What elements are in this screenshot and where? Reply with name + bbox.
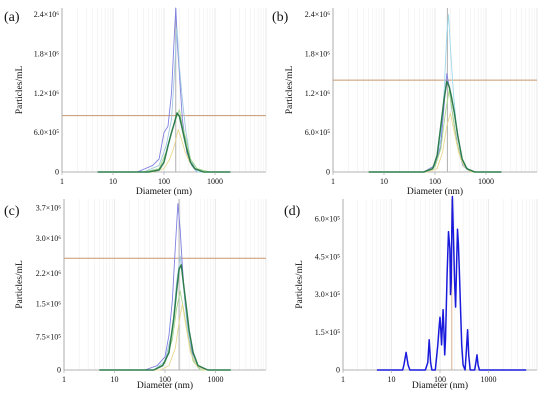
y-tick-label: 0 [326,168,330,177]
y-tick-label: 1.8×10⁶ [305,49,331,58]
x-tick-label: 10 [111,375,119,384]
series-line-1 [376,195,527,371]
x-tick-label: 1 [62,375,66,384]
y-tick-label: 1.5×10⁵ [315,328,341,337]
x-tick-label: 1000 [481,375,497,384]
x-tick-label: 100 [434,375,446,384]
y-tick-label: 1.2×10⁶ [305,89,331,98]
series-line-5 [368,80,502,173]
x-axis-title: Diameter (nm) [412,380,468,391]
chart-panel-d: 1 10 100 1000 0 1.5×10⁵ 3.0×10⁵ 4.5×10⁵ 6.0×10⁵ D… [284,195,538,391]
y-tick-label: 2.4×10⁶ [305,10,331,19]
x-tick-label: 1 [60,177,64,186]
x-tick-label: 10 [380,177,388,186]
x-tick-label: 1 [341,375,345,384]
y-tick-label: 3.7×10⁶ [36,203,62,212]
x-axis-title: Diameter (nm) [137,380,193,391]
x-tick-label: 100 [159,375,171,384]
y-axis-title: Particles/mL [15,260,25,309]
x-tick-label: 1000 [208,375,224,384]
y-tick-label: 0 [57,366,61,375]
y-tick-label: 1.5×10⁶ [36,300,62,309]
y-tick-label: 6.0×10⁵ [305,128,331,137]
x-tick-label: 10 [388,375,396,384]
y-tick-label: 3.0×10⁵ [315,290,341,299]
x-tick-label: 100 [429,177,441,186]
y-tick-label: 0 [55,168,59,177]
y-axis-title: Particles/mL [15,66,25,115]
series-line-4 [99,303,231,371]
y-tick-label: 6.0×10⁵ [315,215,341,224]
y-tick-label: 0 [336,366,340,375]
y-tick-label: 3.0×10⁶ [36,234,62,243]
x-tick-label: 10 [109,177,117,186]
series-line-5 [97,112,231,173]
x-tick-label: 1000 [478,177,494,186]
y-axis-title: Particles/mL [285,66,295,115]
y-tick-label: 7.5×10⁵ [36,333,62,342]
y-tick-label: 1.2×10⁶ [34,89,60,98]
y-tick-label: 4.5×10⁵ [315,252,341,261]
panel-label: (d) [284,204,301,219]
panel-label: (c) [4,204,20,219]
chart-panel-b: 1 10 100 1000 0 6.0×10⁵ 1.2×10⁶ 1.8×10⁶ 2.4×10⁶ D… [272,8,538,197]
series-line-5 [99,264,231,371]
panel-label: (a) [4,10,20,25]
x-tick-label: 100 [158,177,170,186]
chart-panel-c: 1 10 100 1000 0 7.5×10⁵ 1.5×10⁶ 2.2×10⁶ 3.0×10⁶ 3… [4,199,267,391]
x-tick-label: 1 [331,177,335,186]
y-tick-label: 2.2×10⁶ [36,269,62,278]
y-tick-label: 2.4×10⁶ [34,10,60,19]
y-tick-label: 6.0×10⁵ [34,128,60,137]
chart-panel-a: 1 10 100 1000 0 6.0×10⁵ 1.2×10⁶ 1.8×10⁶ 2.4×10⁶ D… [4,7,267,197]
y-axis-title: Particles/mL [295,260,305,309]
panel-label: (b) [272,10,289,25]
x-axis-title: Diameter (nm) [407,186,463,197]
y-tick-label: 1.8×10⁶ [34,49,60,58]
x-tick-label: 1000 [207,177,223,186]
x-axis-title: Diameter (nm) [136,186,192,197]
